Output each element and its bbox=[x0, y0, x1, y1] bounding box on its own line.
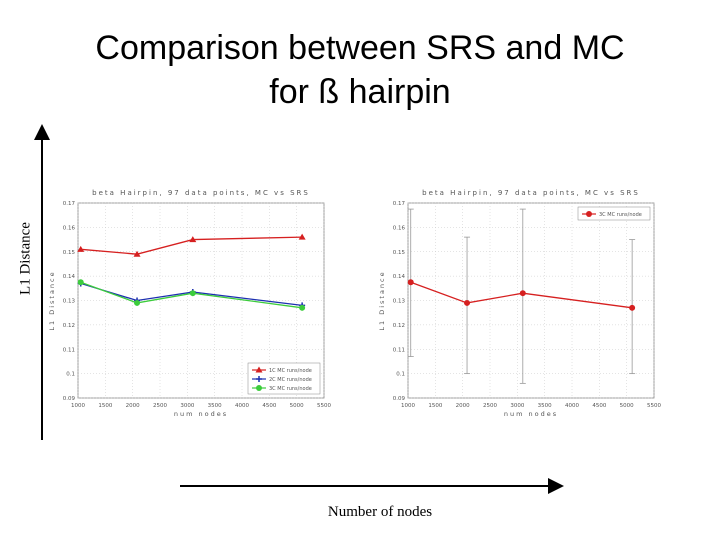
x-tick-label: 3000 bbox=[180, 403, 194, 409]
y-tick-label: 0.11 bbox=[63, 347, 75, 353]
x-tick-label: 5000 bbox=[620, 403, 634, 409]
legend-marker bbox=[586, 211, 592, 217]
series-1 bbox=[407, 208, 636, 384]
data-point bbox=[464, 299, 471, 306]
data-point bbox=[629, 304, 636, 311]
y-tick-label: 0.13 bbox=[393, 299, 406, 305]
slide-title: Comparison between SRS and MC for ß hair… bbox=[0, 26, 720, 114]
data-point bbox=[134, 299, 141, 306]
data-point bbox=[299, 304, 306, 311]
series-line bbox=[80, 236, 303, 255]
legend-entry: 1C MC runs/node bbox=[269, 368, 312, 374]
x-tick-label: 5500 bbox=[647, 403, 661, 409]
y-tick-label: 0.14 bbox=[393, 274, 406, 280]
x-axis-label: num nodes bbox=[174, 410, 228, 418]
x-tick-label: 3500 bbox=[538, 403, 552, 409]
x-tick-label: 5500 bbox=[317, 403, 331, 409]
data-point bbox=[407, 279, 414, 286]
x-axis-label: num nodes bbox=[504, 410, 558, 418]
chart-title: beta Hairpin, 97 data points, MC vs SRS bbox=[422, 189, 640, 197]
data-point bbox=[189, 290, 196, 297]
x-tick-label: 1000 bbox=[71, 403, 85, 409]
legend-box bbox=[577, 206, 651, 221]
legend: 1C MC runs/node 2C MC runs/node 3C MC runs… bbox=[247, 362, 321, 395]
legend-entry: 3C MC runs/node bbox=[269, 386, 312, 392]
chart-2: 1000 1500 2000 2500 3000 3500 4000 4500 5000 5500… bbox=[378, 189, 661, 418]
x-tick-label: 1000 bbox=[401, 403, 415, 409]
x-tick-label: 2500 bbox=[483, 403, 497, 409]
y-tick-label: 0.1 bbox=[66, 372, 75, 378]
y-tick-label: 0.16 bbox=[393, 225, 406, 231]
legend-marker bbox=[256, 376, 262, 382]
y-tick-label: 0.12 bbox=[393, 323, 405, 329]
x-tick-label: 3500 bbox=[208, 403, 222, 409]
legend-marker bbox=[256, 385, 262, 391]
y-axis-caption: L1 Distance bbox=[17, 222, 34, 295]
data-point bbox=[189, 236, 197, 243]
x-tick-label: 1500 bbox=[428, 403, 442, 409]
series-line bbox=[80, 281, 303, 309]
y-tick-label: 0.13 bbox=[63, 299, 76, 305]
y-tick-label: 0.12 bbox=[63, 323, 75, 329]
slide-title-line2: for ß hairpin bbox=[269, 73, 451, 111]
y-axis-label: L1 Distance bbox=[48, 270, 56, 330]
y-tick-label: 0.09 bbox=[393, 396, 406, 402]
legend-entry: 2C MC runs/node bbox=[269, 377, 312, 383]
y-tick-label: 0.11 bbox=[393, 347, 405, 353]
y-tick-label: 0.15 bbox=[63, 250, 76, 256]
x-axis-caption: Number of nodes bbox=[327, 504, 433, 520]
data-point bbox=[77, 245, 85, 252]
y-tick-label: 0.16 bbox=[63, 225, 76, 231]
x-tick-label: 4500 bbox=[592, 403, 606, 409]
data-point bbox=[298, 233, 306, 240]
y-tick-label: 0.17 bbox=[63, 201, 76, 207]
legend: 3C MC runs/node bbox=[577, 206, 651, 221]
x-tick-label: 4500 bbox=[262, 403, 276, 409]
series-3 bbox=[77, 279, 306, 311]
chart-title: beta Hairpin, 97 data points, MC vs SRS bbox=[92, 189, 310, 197]
legend-marker bbox=[255, 366, 263, 373]
x-tick-label: 1500 bbox=[98, 403, 112, 409]
x-tick-label: 2000 bbox=[456, 403, 470, 409]
y-tick-label: 0.09 bbox=[63, 396, 76, 402]
x-tick-label: 2000 bbox=[126, 403, 140, 409]
data-point bbox=[519, 290, 526, 297]
series-1 bbox=[77, 233, 306, 257]
series-line bbox=[410, 281, 633, 309]
data-point bbox=[77, 279, 84, 286]
y-tick-label: 0.15 bbox=[393, 250, 406, 256]
y-tick-label: 0.1 bbox=[396, 372, 405, 378]
x-tick-label: 4000 bbox=[565, 403, 579, 409]
x-tick-label: 4000 bbox=[235, 403, 249, 409]
x-tick-label: 5000 bbox=[290, 403, 304, 409]
y-tick-label: 0.14 bbox=[63, 274, 76, 280]
chart-1: 1000 1500 2000 2500 3000 3500 4000 4500 5000 5500… bbox=[48, 189, 331, 418]
x-tick-label: 2500 bbox=[153, 403, 167, 409]
data-point bbox=[133, 250, 141, 257]
y-tick-label: 0.17 bbox=[393, 201, 406, 207]
slide-title-line1: Comparison between SRS and MC bbox=[95, 29, 625, 67]
y-axis-label: L1 Distance bbox=[378, 270, 386, 330]
legend-entry: 3C MC runs/node bbox=[599, 212, 642, 218]
x-tick-label: 3000 bbox=[510, 403, 524, 409]
